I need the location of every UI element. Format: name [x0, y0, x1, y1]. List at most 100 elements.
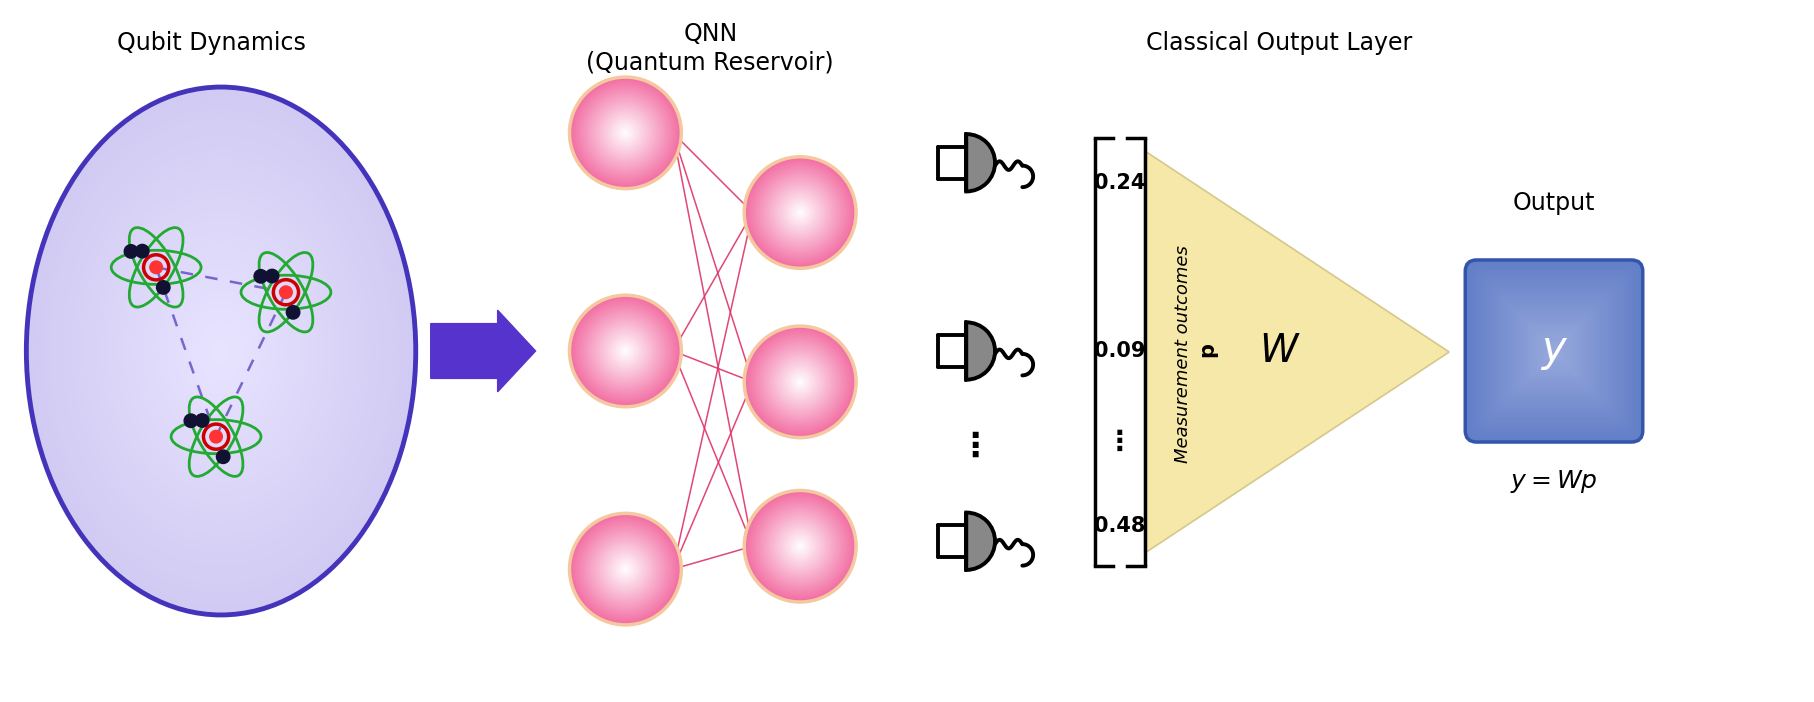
Ellipse shape: [611, 119, 640, 147]
Ellipse shape: [604, 548, 646, 590]
FancyBboxPatch shape: [1529, 326, 1578, 376]
Ellipse shape: [766, 178, 834, 247]
Ellipse shape: [575, 83, 677, 183]
Ellipse shape: [796, 378, 805, 386]
Text: $\mathit{W}$: $\mathit{W}$: [1259, 332, 1301, 370]
Ellipse shape: [94, 180, 348, 522]
Ellipse shape: [789, 371, 811, 393]
Ellipse shape: [82, 162, 361, 540]
Ellipse shape: [762, 343, 840, 421]
Ellipse shape: [102, 188, 341, 514]
Ellipse shape: [771, 183, 829, 241]
Ellipse shape: [771, 353, 829, 411]
Ellipse shape: [606, 331, 646, 371]
Ellipse shape: [780, 526, 820, 567]
FancyBboxPatch shape: [1522, 318, 1585, 384]
Ellipse shape: [570, 513, 682, 625]
Circle shape: [287, 305, 299, 319]
Ellipse shape: [773, 355, 827, 409]
Ellipse shape: [747, 494, 853, 599]
Ellipse shape: [181, 298, 259, 404]
Ellipse shape: [760, 342, 840, 422]
Text: $\mathbf{p}$: $\mathbf{p}$: [1201, 343, 1221, 359]
Ellipse shape: [795, 376, 805, 388]
Ellipse shape: [582, 307, 669, 395]
Ellipse shape: [784, 366, 816, 397]
Ellipse shape: [796, 209, 804, 216]
FancyBboxPatch shape: [1484, 278, 1625, 424]
Ellipse shape: [775, 521, 825, 572]
Ellipse shape: [91, 175, 350, 527]
Ellipse shape: [767, 350, 833, 414]
Text: ⋮: ⋮: [958, 430, 992, 463]
Ellipse shape: [606, 549, 646, 589]
Ellipse shape: [586, 312, 664, 390]
Ellipse shape: [577, 85, 673, 181]
Ellipse shape: [776, 359, 824, 405]
Ellipse shape: [784, 529, 816, 563]
FancyBboxPatch shape: [1477, 271, 1633, 431]
Ellipse shape: [753, 498, 849, 594]
Ellipse shape: [755, 502, 845, 591]
Ellipse shape: [98, 184, 345, 518]
Ellipse shape: [163, 272, 279, 430]
Ellipse shape: [762, 344, 838, 420]
FancyBboxPatch shape: [1489, 286, 1618, 416]
Circle shape: [210, 430, 223, 443]
Text: Qubit Dynamics: Qubit Dynamics: [116, 31, 305, 55]
Ellipse shape: [769, 515, 831, 578]
Ellipse shape: [775, 356, 825, 408]
Ellipse shape: [580, 305, 671, 397]
FancyBboxPatch shape: [1524, 320, 1584, 382]
Ellipse shape: [176, 289, 267, 413]
Text: $\mathit{y} = W\mathit{p}$: $\mathit{y} = W\mathit{p}$: [1511, 468, 1598, 495]
Ellipse shape: [769, 181, 831, 244]
Ellipse shape: [764, 345, 836, 418]
Ellipse shape: [218, 347, 225, 355]
Ellipse shape: [69, 144, 374, 558]
Ellipse shape: [793, 375, 807, 389]
Ellipse shape: [606, 113, 646, 153]
FancyBboxPatch shape: [1544, 340, 1565, 362]
FancyBboxPatch shape: [1538, 335, 1569, 367]
Ellipse shape: [775, 187, 825, 238]
Ellipse shape: [573, 298, 678, 404]
Ellipse shape: [755, 337, 845, 427]
Ellipse shape: [600, 107, 651, 159]
Ellipse shape: [782, 194, 818, 230]
Ellipse shape: [201, 324, 241, 378]
FancyBboxPatch shape: [1536, 333, 1571, 369]
Ellipse shape: [620, 347, 629, 355]
Ellipse shape: [118, 210, 325, 492]
Ellipse shape: [617, 124, 635, 142]
Ellipse shape: [573, 518, 677, 621]
Ellipse shape: [600, 108, 649, 157]
FancyBboxPatch shape: [1549, 345, 1560, 357]
Ellipse shape: [782, 527, 820, 565]
Ellipse shape: [214, 342, 227, 360]
Ellipse shape: [571, 298, 678, 404]
Ellipse shape: [613, 339, 639, 363]
Ellipse shape: [622, 566, 629, 572]
Ellipse shape: [747, 329, 854, 435]
Ellipse shape: [789, 535, 811, 557]
Ellipse shape: [796, 378, 804, 385]
Ellipse shape: [762, 507, 840, 585]
FancyBboxPatch shape: [1540, 336, 1569, 366]
Ellipse shape: [764, 177, 836, 249]
Ellipse shape: [582, 526, 669, 613]
Ellipse shape: [586, 311, 666, 391]
Ellipse shape: [588, 95, 664, 171]
Ellipse shape: [617, 125, 633, 140]
Ellipse shape: [758, 340, 844, 424]
Ellipse shape: [782, 529, 818, 564]
Ellipse shape: [758, 504, 844, 588]
Ellipse shape: [180, 294, 263, 408]
Ellipse shape: [613, 557, 639, 581]
Ellipse shape: [73, 149, 370, 553]
Ellipse shape: [577, 302, 675, 400]
Ellipse shape: [570, 77, 682, 189]
Circle shape: [151, 261, 163, 274]
Ellipse shape: [584, 91, 668, 174]
Ellipse shape: [600, 326, 649, 376]
